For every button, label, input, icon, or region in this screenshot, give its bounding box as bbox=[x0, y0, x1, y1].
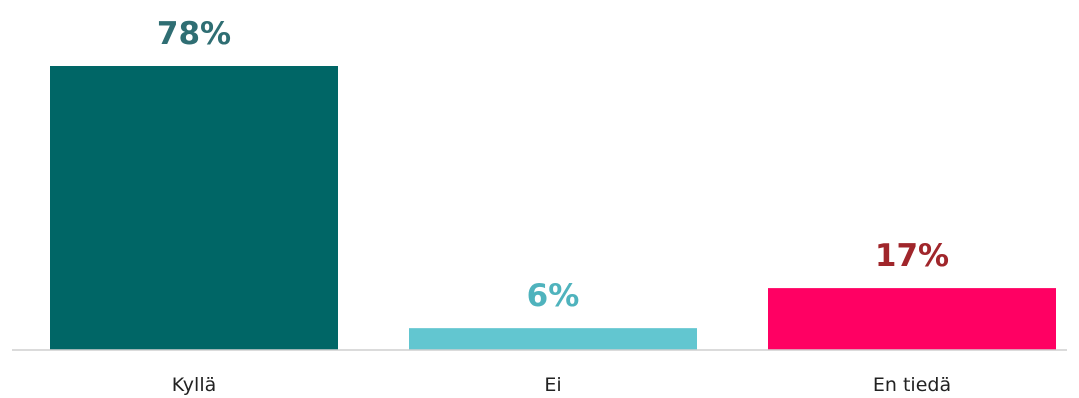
value-labels-group: 78% 6% 17% bbox=[157, 16, 949, 314]
category-label-en-tieda: En tiedä bbox=[873, 374, 951, 396]
category-labels-group: Kyllä Ei En tiedä bbox=[172, 374, 951, 396]
value-label-kylla: 78% bbox=[157, 16, 231, 52]
value-label-ei: 6% bbox=[527, 278, 580, 314]
bars-group bbox=[50, 66, 1056, 350]
category-label-kylla: Kyllä bbox=[172, 374, 217, 396]
bar-ei bbox=[409, 328, 697, 350]
category-label-ei: Ei bbox=[544, 374, 561, 396]
value-label-en-tieda: 17% bbox=[875, 238, 949, 274]
bar-en-tieda bbox=[768, 288, 1056, 350]
bar-kylla bbox=[50, 66, 338, 350]
